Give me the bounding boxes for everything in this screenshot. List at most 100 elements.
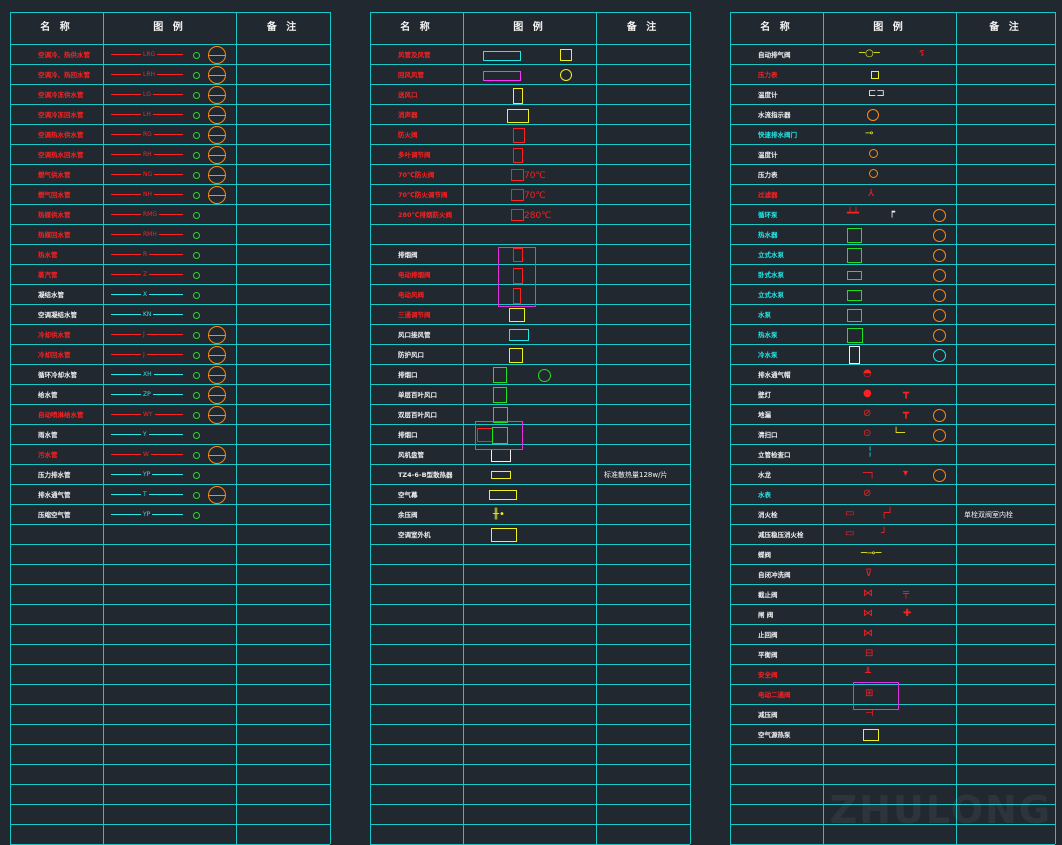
pipe-code: LH	[141, 110, 153, 119]
row-name: 清扫口	[758, 431, 778, 439]
row-name: 排水通气管	[38, 491, 71, 499]
grid-line	[10, 464, 330, 465]
pipe-end-icon	[193, 392, 200, 399]
three-way-valve-icon	[509, 308, 525, 322]
grid-line	[730, 12, 1055, 13]
flush-valve-icon: ⊽	[865, 568, 873, 579]
legend-symbol: NG	[103, 165, 236, 185]
grid-line	[370, 124, 690, 125]
legend-symbol: ─⊸─	[823, 545, 956, 565]
tap-alt-icon: ▾	[903, 468, 909, 479]
legend-symbol	[463, 485, 596, 505]
legend-symbol: NH	[103, 185, 236, 205]
air-curtain-icon	[489, 490, 517, 500]
single-louver-icon	[493, 387, 507, 403]
hot-water-pump-icon	[847, 328, 863, 343]
row-name: 空调冷冻回水管	[38, 111, 84, 119]
vertical-pump-icon	[847, 248, 862, 263]
pipe-code: RH	[141, 150, 154, 159]
row-name: 自闭冲洗阀	[758, 571, 791, 579]
row-name: 过滤器	[758, 191, 778, 199]
legend-symbol: LG	[103, 85, 236, 105]
row-name: 自动排气阀	[758, 51, 791, 59]
legend-symbol: XH	[103, 365, 236, 385]
legend-symbol: X	[103, 285, 236, 305]
pipe-end-icon	[193, 132, 200, 139]
legend-symbol: ⊟	[823, 645, 956, 665]
pump-circle-icon	[933, 309, 946, 322]
legend-symbol: ─┐ ▾	[823, 465, 956, 485]
header-name: 名 称	[40, 22, 73, 33]
riser-circle-icon	[208, 446, 226, 464]
grid-line	[730, 244, 1055, 245]
legend-symbol	[463, 465, 596, 485]
louver-icon	[492, 427, 508, 444]
riser-circle-icon	[208, 326, 226, 344]
legend-symbol	[463, 345, 596, 365]
pump-branch-icon: ┍	[889, 207, 896, 218]
pipe-code: Z	[141, 270, 150, 279]
grid-line	[10, 604, 330, 605]
pipe-end-icon	[193, 92, 200, 99]
grid-line	[370, 184, 690, 185]
row-name: 空气幕	[398, 491, 418, 499]
legend-symbol: KN	[103, 305, 236, 325]
legend-symbol	[463, 285, 596, 305]
grid-line	[10, 324, 330, 325]
row-name: 电动排烟阀	[398, 271, 431, 279]
heater-circle-icon	[933, 229, 946, 242]
legend-symbol: LH	[103, 105, 236, 125]
grid-line	[730, 444, 1055, 445]
row-name: 循环冷却水管	[38, 371, 77, 379]
grid-line	[730, 564, 1055, 565]
grid-line	[730, 164, 1055, 165]
relief-valve-icon: ╫•	[493, 509, 505, 520]
row-name: 空调冷、热回水管	[38, 71, 90, 79]
row-name: 自动喷淋给水管	[38, 411, 84, 419]
row-name: 燃气供水管	[38, 171, 71, 179]
legend-symbol: YP	[103, 465, 236, 485]
row-name: 减压阀	[758, 711, 778, 719]
pipe-end-icon	[193, 112, 200, 119]
pipe-end-icon	[193, 472, 200, 479]
header-name: 名 称	[760, 22, 793, 33]
legend-symbol: ⊣	[823, 705, 956, 725]
grid-line	[370, 604, 690, 605]
pump-circle-icon	[933, 209, 946, 222]
row-name: 热媒供水管	[38, 211, 71, 219]
pump-icon	[847, 309, 862, 322]
legend-symbol	[463, 385, 596, 405]
legend-symbol: 280℃	[463, 205, 596, 225]
legend-symbol	[463, 265, 596, 285]
grid-line	[823, 12, 824, 844]
grid-line	[730, 144, 1055, 145]
selection-box[interactable]	[498, 247, 536, 307]
grid-line	[10, 564, 330, 565]
row-name: 截止阀	[758, 591, 778, 599]
pipe-code: RMH	[141, 230, 159, 239]
row-name: 压力表	[758, 71, 778, 79]
cleanout-icon: ⊙	[863, 428, 872, 439]
multi-damper-icon	[513, 148, 523, 163]
legend-symbol: LRH	[103, 65, 236, 85]
legend-symbol: T	[103, 485, 236, 505]
legend-symbol: ● ┳	[823, 385, 956, 405]
grid-line	[730, 764, 1055, 765]
selection-box[interactable]	[475, 421, 523, 450]
legend-symbol	[463, 225, 596, 245]
grid-line	[370, 64, 690, 65]
row-name: 排烟口	[398, 371, 418, 379]
pipe-end-icon	[193, 192, 200, 199]
grid-line	[370, 464, 690, 465]
legend-symbol: ╎	[823, 445, 956, 465]
row-name: 回风风管	[398, 71, 424, 79]
selection-box[interactable]	[853, 682, 899, 710]
header-legend: 图 例	[873, 22, 906, 33]
legend-symbol: ┷┷ ┍	[823, 205, 956, 225]
grid-line	[370, 304, 690, 305]
header-name: 名 称	[400, 22, 433, 33]
pipe-end-icon	[193, 52, 200, 59]
grid-line	[10, 624, 330, 625]
horizontal-pump-icon	[847, 271, 862, 280]
legend-symbol	[463, 125, 596, 145]
